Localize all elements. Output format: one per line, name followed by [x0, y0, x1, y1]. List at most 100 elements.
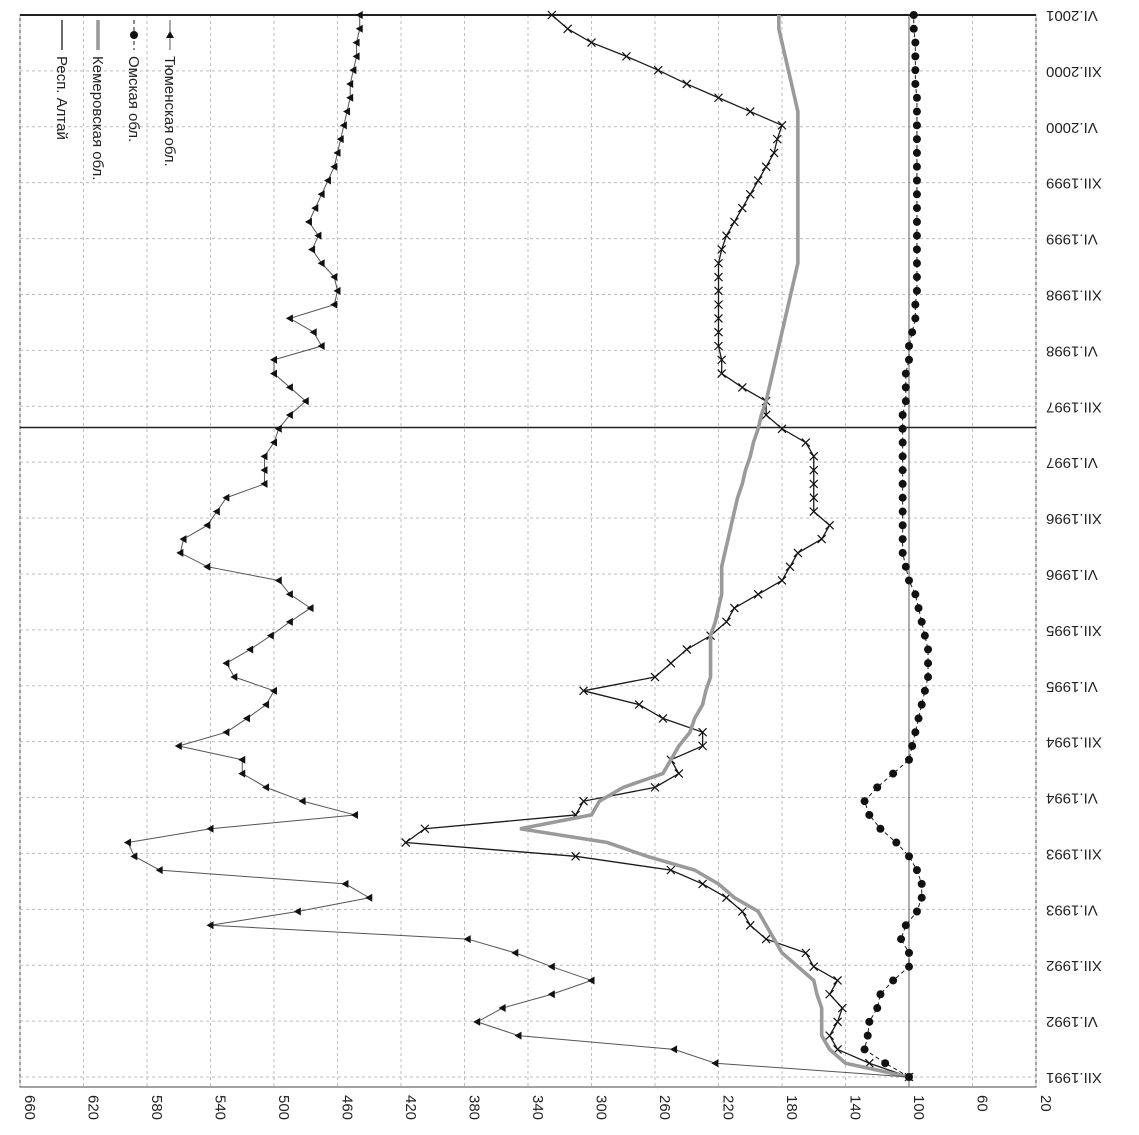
series-point	[924, 645, 933, 654]
date-tick-label: VI.1998	[1046, 342, 1098, 359]
series-point	[243, 714, 251, 723]
series-point	[722, 231, 731, 241]
series-3	[123, 11, 912, 1081]
series-point	[336, 135, 344, 144]
value-tick-label: 540	[212, 1095, 229, 1120]
series-point	[330, 300, 338, 309]
series-point	[304, 217, 312, 226]
date-tick-label: XII.1994	[1046, 734, 1102, 751]
series-point	[905, 355, 913, 364]
value-tick-label: 60	[974, 1095, 991, 1112]
series-point	[745, 920, 755, 930]
series-point	[155, 866, 163, 875]
series-point	[339, 121, 347, 130]
series-point	[420, 824, 430, 834]
date-tick-label: VI.1997	[1046, 454, 1098, 471]
reference-lines	[20, 14, 1036, 1087]
series-point	[898, 410, 907, 419]
date-tick-label: XII.1996	[1046, 510, 1102, 527]
series-point	[682, 79, 692, 89]
series-point	[317, 190, 325, 199]
series-point	[547, 10, 557, 20]
series-point	[911, 590, 920, 599]
series-point	[714, 93, 723, 103]
series-point	[729, 603, 739, 613]
series-point	[737, 907, 747, 916]
legend-label: Респ. Алтай	[53, 56, 70, 140]
series-2	[860, 11, 933, 1081]
series-point	[905, 576, 913, 585]
series-point	[901, 562, 910, 571]
legend-entry: Респ. Алтай	[53, 20, 70, 140]
series-point	[901, 369, 910, 378]
series-point	[698, 741, 708, 751]
series-point	[865, 1017, 874, 1026]
series-point	[898, 479, 907, 488]
series-point	[308, 245, 316, 254]
series-point	[130, 852, 138, 861]
series-point	[809, 465, 819, 475]
series-point	[323, 176, 331, 185]
series-point	[864, 1058, 874, 1068]
series-point	[801, 438, 811, 447]
series-point	[274, 576, 282, 585]
series-point	[285, 410, 293, 419]
series-point	[270, 369, 277, 378]
series-point	[270, 355, 277, 364]
series-point	[793, 548, 803, 558]
series-point	[352, 52, 360, 61]
series-point	[333, 148, 341, 157]
value-tick-label: 660	[21, 1095, 38, 1120]
series-point	[881, 1059, 890, 1068]
series-point	[571, 851, 581, 861]
series-point	[285, 590, 293, 599]
series-point	[911, 38, 920, 47]
series-point	[785, 562, 795, 572]
series-point	[285, 314, 293, 323]
series-point	[473, 1017, 481, 1026]
date-tick-label: VI.1999	[1046, 231, 1098, 248]
series-point	[714, 300, 723, 310]
series-point	[653, 65, 663, 75]
series-point	[905, 1073, 912, 1081]
series-point	[317, 342, 325, 351]
series-point	[222, 728, 230, 737]
series-point	[343, 107, 351, 116]
series-point	[698, 879, 708, 889]
value-tick-label: 380	[466, 1095, 483, 1120]
series-point	[905, 755, 913, 764]
series-point	[898, 438, 907, 447]
date-tick-label: XII.1995	[1046, 622, 1102, 639]
series-point	[911, 52, 920, 61]
series-point	[898, 548, 907, 557]
series-point	[898, 424, 907, 433]
series-point	[912, 176, 921, 185]
legend: Респ. Алтай Кемеровская обл. Омская обл. Тю…	[53, 20, 178, 180]
legend-entry: Омская обл.	[125, 20, 142, 142]
date-tick-label: VI.2001	[1046, 7, 1098, 24]
date-tick-label: XII.1998	[1046, 287, 1102, 304]
series-point	[911, 300, 920, 309]
series-point	[914, 714, 923, 723]
series-point	[717, 245, 727, 254]
series-point	[123, 838, 131, 847]
series-point	[905, 948, 913, 957]
series-point	[809, 451, 819, 461]
value-tick-label: 340	[529, 1095, 546, 1120]
series-point	[650, 672, 660, 682]
series-point	[753, 176, 763, 185]
series-point	[911, 79, 920, 88]
series-point	[860, 1045, 869, 1054]
legend-marker	[130, 31, 138, 39]
series-point	[260, 479, 268, 488]
series-point	[898, 521, 907, 530]
legend-label: Омская обл.	[125, 56, 142, 142]
date-tick-label: VI.1993	[1046, 901, 1098, 918]
series-point	[912, 107, 921, 116]
series-point	[920, 686, 929, 695]
series-point	[714, 341, 723, 351]
series-point	[924, 673, 933, 682]
series-point	[833, 976, 842, 985]
series-line	[519, 15, 910, 1079]
series-point	[912, 121, 921, 130]
